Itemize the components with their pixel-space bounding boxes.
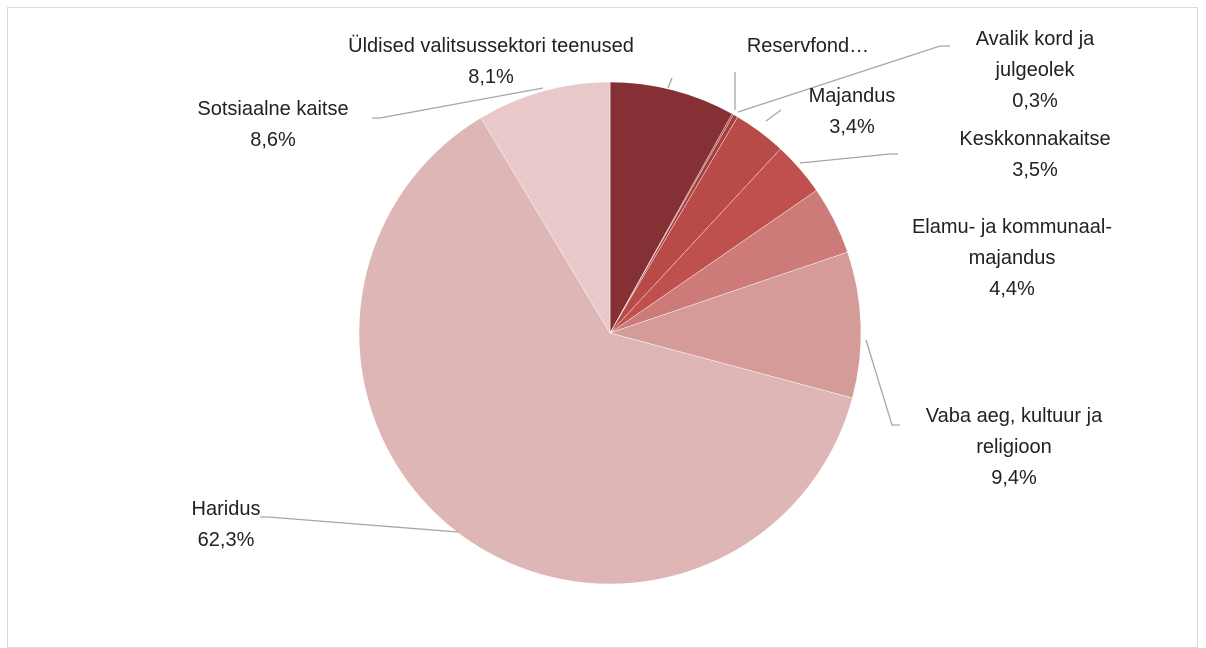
- category-label: Sotsiaalne kaitse: [197, 98, 349, 120]
- category-label: Vaba aeg, kultuur ja religioon: [925, 405, 1103, 458]
- data-label: Avalik kord ja julgeolek 0,3%: [960, 24, 1110, 117]
- leader-lines: [260, 45, 950, 533]
- pie-slice: [358, 117, 853, 585]
- data-label: Haridus 62,3%: [166, 494, 286, 556]
- data-label: Majandus 3,4%: [792, 81, 912, 143]
- leader-line: [799, 153, 898, 164]
- leader-line: [260, 516, 459, 533]
- value-label: 62,3%: [197, 529, 255, 551]
- category-label: Reservfond…: [746, 35, 870, 57]
- leader-line: [737, 45, 950, 113]
- category-label: Elamu- ja kommunaal-majandus: [911, 216, 1113, 269]
- data-label: Vaba aeg, kultuur ja religioon 9,4%: [894, 401, 1134, 494]
- data-label: Keskkonnakaitse 3,5%: [950, 124, 1120, 186]
- category-label: Keskkonnakaitse: [959, 128, 1111, 150]
- category-label: Majandus: [808, 85, 896, 107]
- value-label: 0,3%: [1012, 90, 1058, 112]
- category-label: Avalik kord ja julgeolek: [975, 28, 1095, 81]
- value-label: 8,6%: [250, 129, 296, 151]
- data-label: Elamu- ja kommunaal-majandus 4,4%: [892, 212, 1132, 305]
- leader-line: [865, 339, 900, 426]
- leader-line: [372, 87, 544, 119]
- value-label: 8,1%: [468, 66, 514, 88]
- value-label: 3,5%: [1012, 159, 1058, 181]
- pie-slice: [609, 81, 733, 334]
- leader-line: [667, 77, 673, 89]
- pie-slice: [480, 81, 611, 334]
- leader-line: [765, 109, 782, 122]
- value-label: 9,4%: [991, 467, 1037, 489]
- category-label: Haridus: [191, 498, 261, 520]
- category-label: Üldised valitsussektori teenused: [348, 35, 634, 57]
- pie-slice: [609, 251, 862, 399]
- value-label: 3,4%: [829, 116, 875, 138]
- data-label: Sotsiaalne kaitse 8,6%: [173, 94, 373, 156]
- value-label: 4,4%: [989, 278, 1035, 300]
- data-label: Reservfond…: [728, 31, 888, 62]
- data-label: Üldised valitsussektori teenused 8,1%: [291, 31, 691, 93]
